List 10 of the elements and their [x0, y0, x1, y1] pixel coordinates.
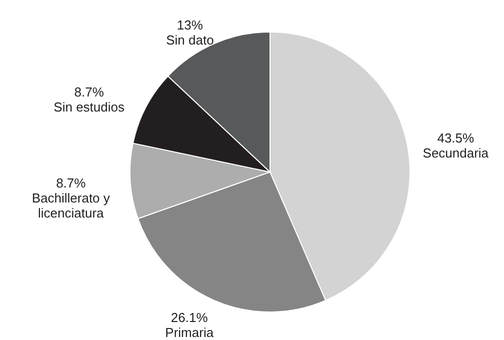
- data-label: 8.7%: [56, 176, 86, 191]
- slice-label: Sin dato: [166, 32, 214, 48]
- data-label: 43.5%: [437, 130, 475, 146]
- slice-label: Sin estudios: [54, 100, 125, 115]
- data-label: 26.1%: [170, 310, 208, 326]
- slice-label: Primaria: [165, 325, 214, 340]
- slice-label: Secundaria: [422, 145, 490, 160]
- data-label: 13%: [176, 18, 204, 33]
- data-label: 8.7%: [74, 84, 104, 100]
- slice-label: Bachillerato y licenciatura: [32, 190, 110, 221]
